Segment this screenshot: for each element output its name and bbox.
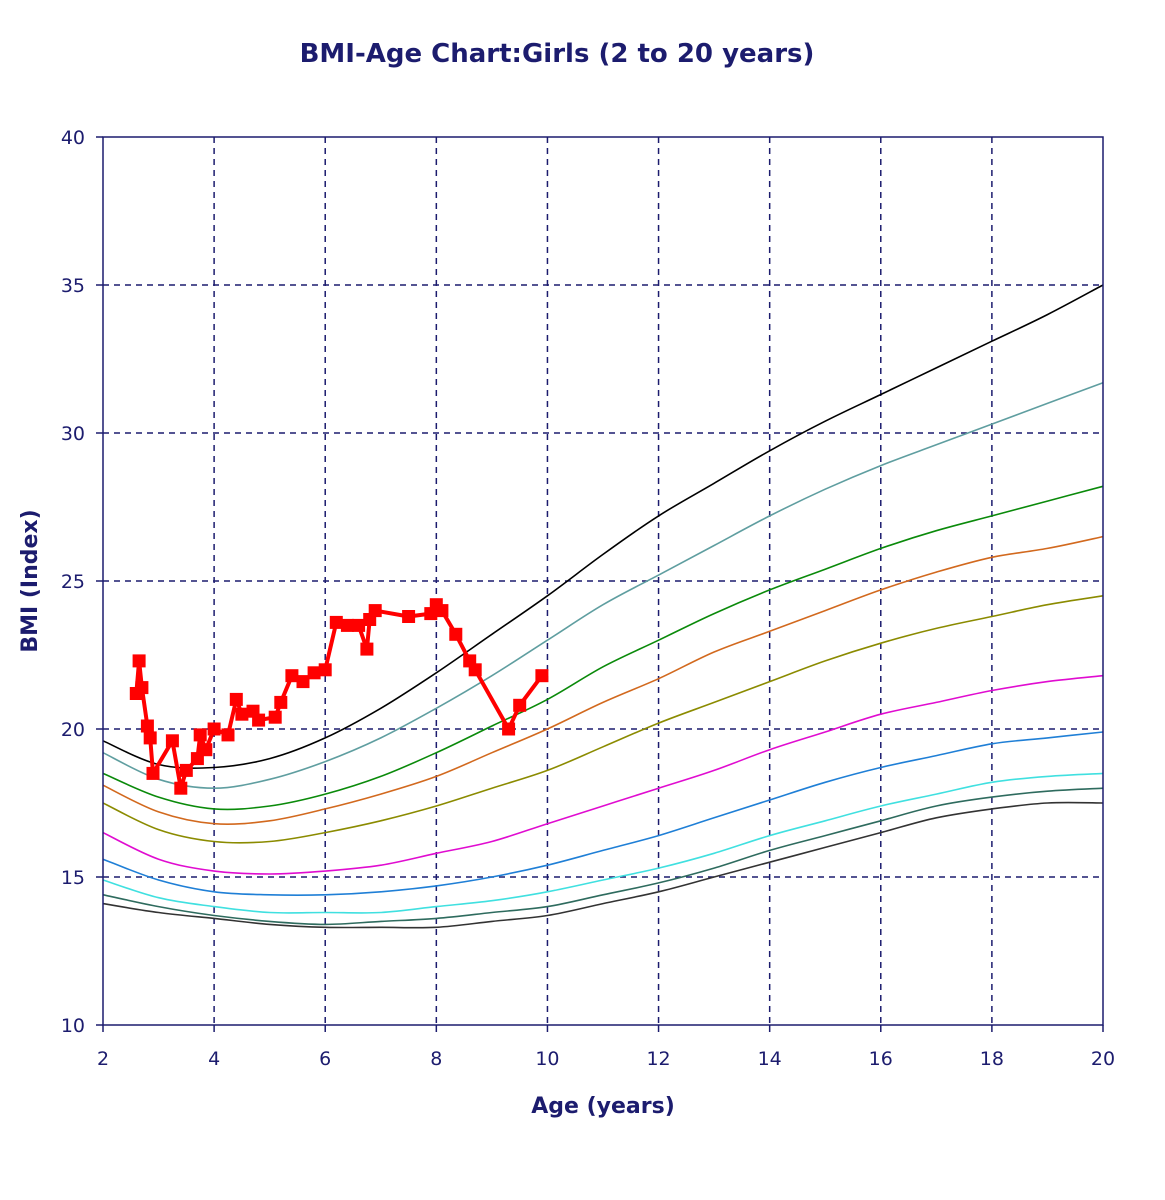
x-tick-label: 4 [208, 1048, 220, 1070]
patient-bmi-point [513, 698, 527, 712]
patient-bmi-point [352, 618, 366, 632]
patient-bmi-point [229, 692, 243, 706]
patient-bmi-point [285, 669, 299, 683]
y-tick-label: 35 [61, 275, 85, 297]
percentile-curve-3 [102, 485, 1104, 811]
patient-bmi-point [140, 719, 154, 733]
patient-bmi-point [329, 615, 343, 629]
percentile-curve-7 [102, 731, 1104, 896]
patient-bmi-point [179, 763, 193, 777]
percentile-curve-4 [102, 535, 1104, 826]
x-tick-label: 14 [758, 1048, 782, 1070]
x-tick-label: 12 [646, 1048, 670, 1070]
x-tick-label: 16 [869, 1048, 893, 1070]
x-axis-ticks: 2 4 6 8 10 12 14 16 18 20 [97, 1025, 1115, 1070]
patient-bmi-point [435, 604, 449, 618]
patient-bmi-point [296, 675, 310, 689]
percentile-curve-9 [102, 787, 1104, 926]
patient-bmi-point [252, 713, 266, 727]
x-axis-label: Age (years) [531, 1094, 675, 1119]
y-tick-label: 20 [61, 719, 85, 741]
grid-lines [103, 137, 1103, 1025]
patient-bmi-point [207, 722, 221, 736]
patient-bmi-point [146, 766, 160, 780]
patient-bmi-point [535, 669, 549, 683]
percentile-curves [102, 284, 1104, 929]
percentile-curve-2 [102, 381, 1104, 790]
patient-bmi-point [449, 627, 463, 641]
patient-bmi-point [132, 654, 146, 668]
patient-bmi-point [165, 734, 179, 748]
patient-bmi-point [502, 722, 516, 736]
patient-bmi-point [340, 618, 354, 632]
percentile-curve-8 [102, 772, 1104, 914]
patient-bmi-point [402, 610, 416, 623]
patient-bmi-point [468, 663, 482, 677]
patient-bmi-point [221, 728, 235, 742]
percentile-curve-1 [102, 284, 1104, 769]
patient-bmi-point [135, 681, 149, 695]
chart-title: BMI-Age Chart:Girls (2 to 20 years) [300, 39, 815, 69]
patient-bmi-point [199, 743, 213, 757]
y-tick-label: 15 [61, 867, 85, 889]
y-tick-label: 30 [61, 423, 85, 445]
percentile-curve-6 [102, 674, 1104, 875]
y-tick-label: 10 [61, 1015, 85, 1037]
x-tick-label: 8 [430, 1048, 442, 1070]
x-tick-label: 18 [980, 1048, 1004, 1070]
patient-bmi-point [318, 663, 332, 677]
patient-bmi-point [235, 707, 249, 721]
x-tick-label: 10 [535, 1048, 559, 1070]
y-tick-label: 25 [61, 571, 85, 593]
x-tick-label: 2 [97, 1048, 109, 1070]
patient-bmi-point [174, 781, 188, 795]
y-tick-label: 40 [61, 127, 85, 149]
patient-bmi-point [274, 695, 288, 709]
percentile-curve-5 [102, 595, 1104, 844]
patient-bmi-point [268, 710, 282, 724]
x-tick-label: 20 [1091, 1048, 1115, 1070]
patient-bmi-point [143, 731, 157, 745]
patient-bmi-series [129, 598, 549, 795]
patient-bmi-point [360, 642, 374, 656]
patient-bmi-point [193, 728, 207, 742]
x-tick-label: 6 [319, 1048, 331, 1070]
percentile-curve-10 [102, 801, 1104, 929]
patient-bmi-point [368, 604, 382, 618]
y-axis-label: BMI (Index) [18, 509, 43, 652]
y-axis-ticks: 10 15 20 25 30 35 40 [61, 127, 103, 1037]
patient-bmi-point [307, 666, 321, 680]
